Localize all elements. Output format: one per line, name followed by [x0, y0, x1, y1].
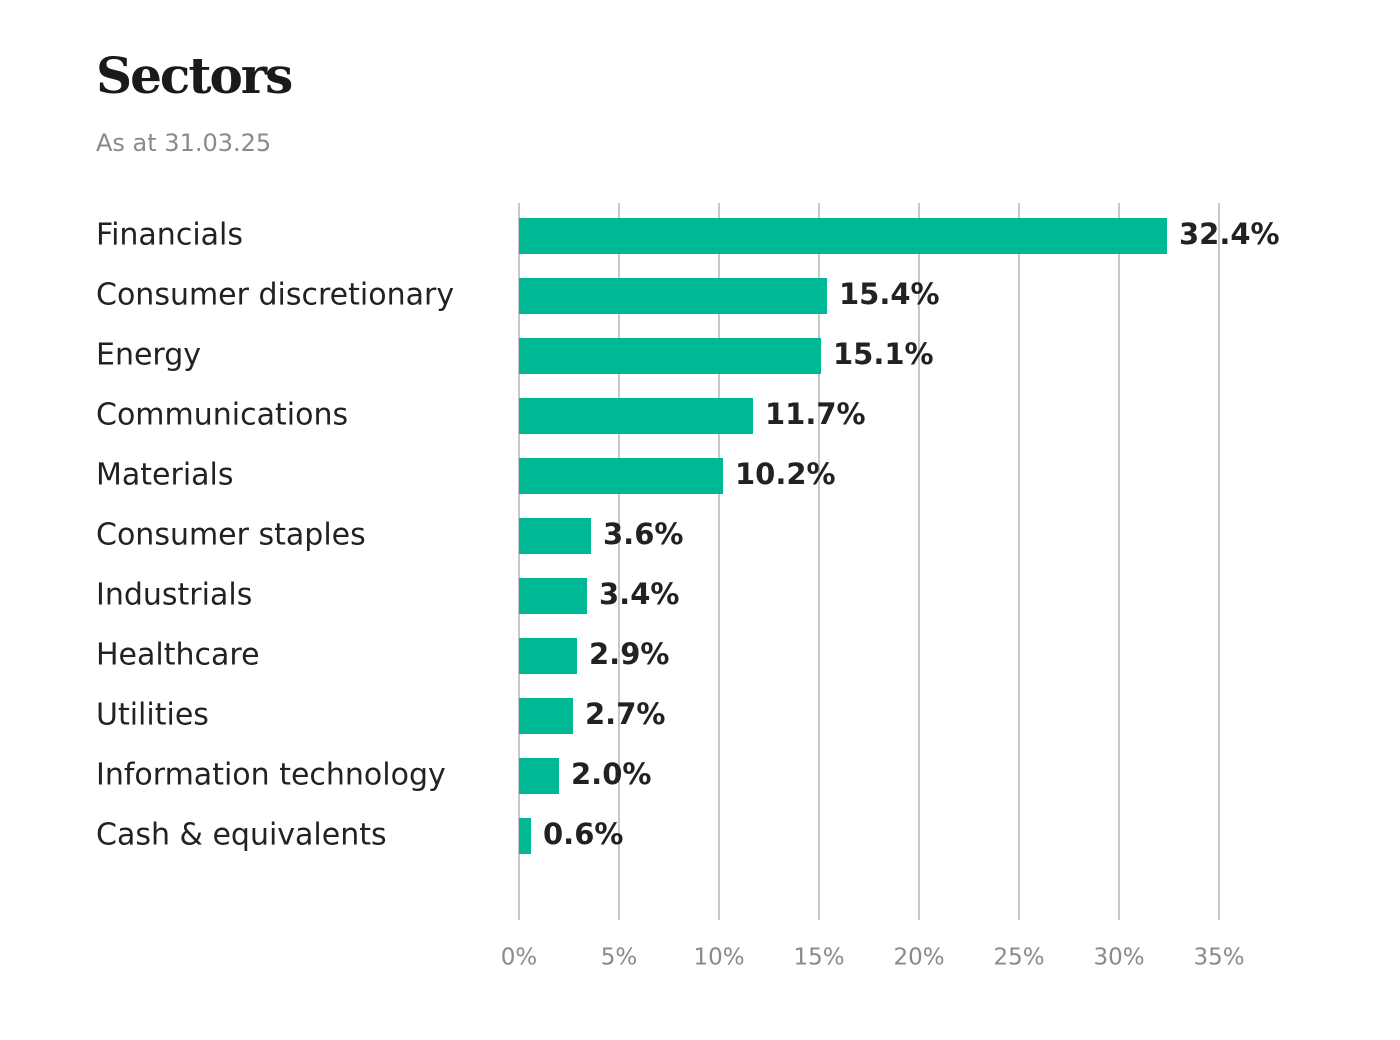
- bar: [519, 698, 573, 734]
- bar: [519, 818, 531, 854]
- value-label: 2.9%: [589, 637, 669, 671]
- category-label: Information technology: [96, 758, 446, 793]
- bar: [519, 218, 1167, 254]
- bar: [519, 638, 577, 674]
- x-tick-label: 35%: [1193, 945, 1244, 971]
- value-label: 32.4%: [1179, 217, 1280, 251]
- bar: [519, 518, 591, 554]
- value-label: 0.6%: [543, 817, 623, 851]
- value-label: 15.4%: [839, 277, 940, 311]
- category-label: Cash & equivalents: [96, 818, 387, 853]
- category-label: Healthcare: [96, 638, 260, 673]
- category-label: Utilities: [96, 698, 209, 733]
- bar: [519, 338, 821, 374]
- value-label: 3.6%: [603, 517, 683, 551]
- value-label: 11.7%: [765, 397, 866, 431]
- bar: [519, 578, 587, 614]
- category-label: Energy: [96, 338, 201, 373]
- x-tick-label: 25%: [993, 945, 1044, 971]
- chart-title: Sectors: [96, 46, 292, 105]
- category-label: Materials: [96, 458, 234, 493]
- x-tick-label: 10%: [693, 945, 744, 971]
- category-label: Financials: [96, 218, 243, 253]
- x-tick-label: 20%: [893, 945, 944, 971]
- category-label: Communications: [96, 398, 348, 433]
- bar: [519, 758, 559, 794]
- chart-subtitle: As at 31.03.25: [96, 129, 271, 157]
- value-label: 10.2%: [735, 457, 836, 491]
- x-tick-label: 5%: [601, 945, 638, 971]
- value-label: 3.4%: [599, 577, 679, 611]
- bar: [519, 398, 753, 434]
- value-label: 2.0%: [571, 757, 651, 791]
- x-tick-label: 30%: [1093, 945, 1144, 971]
- category-label: Industrials: [96, 578, 252, 613]
- bar: [519, 278, 827, 314]
- category-label: Consumer staples: [96, 518, 366, 553]
- bar: [519, 458, 723, 494]
- value-label: 15.1%: [833, 337, 934, 371]
- category-label: Consumer discretionary: [96, 278, 454, 313]
- value-label: 2.7%: [585, 697, 665, 731]
- x-tick-label: 15%: [793, 945, 844, 971]
- x-tick-label: 0%: [501, 945, 538, 971]
